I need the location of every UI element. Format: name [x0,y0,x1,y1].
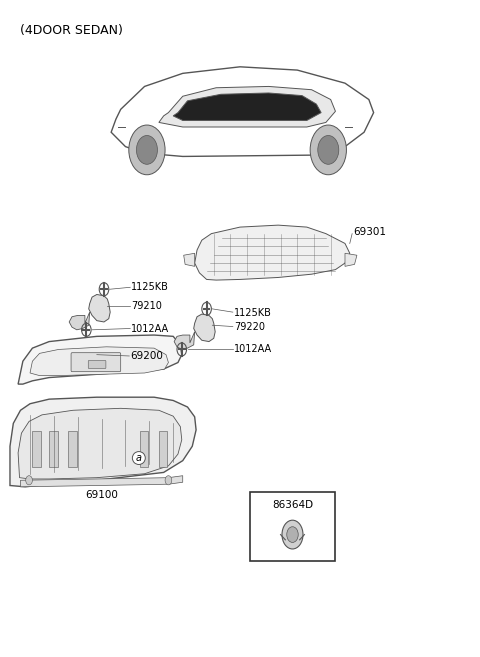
Polygon shape [345,253,357,266]
Polygon shape [30,347,168,376]
Bar [68,431,77,467]
Bar [33,431,41,467]
Bar [140,431,148,467]
Text: 86364D: 86364D [272,500,313,510]
Polygon shape [174,332,195,350]
Polygon shape [18,335,182,384]
Text: 1012AA: 1012AA [234,344,272,354]
Text: 69100: 69100 [85,490,118,500]
Text: 69200: 69200 [130,351,163,361]
Bar [159,431,168,467]
Polygon shape [18,408,182,479]
Polygon shape [21,476,183,487]
FancyBboxPatch shape [71,353,120,372]
Polygon shape [10,397,196,487]
Polygon shape [195,225,350,280]
Text: 1125KB: 1125KB [234,307,272,318]
Text: (4DOOR SEDAN): (4DOOR SEDAN) [21,24,123,37]
Text: 1012AA: 1012AA [131,323,169,334]
Polygon shape [69,312,90,330]
Text: a: a [136,453,142,463]
Text: 79220: 79220 [234,321,265,332]
Circle shape [282,520,303,549]
Text: 1125KB: 1125KB [131,283,169,292]
Polygon shape [89,294,110,322]
Circle shape [26,476,33,485]
Circle shape [318,135,339,164]
Text: 69301: 69301 [354,227,386,237]
Text: 79210: 79210 [131,301,162,311]
Circle shape [287,527,298,543]
Circle shape [136,135,157,164]
Polygon shape [194,314,215,342]
FancyBboxPatch shape [88,361,106,369]
Bar [49,431,58,467]
FancyBboxPatch shape [250,492,336,560]
Circle shape [129,125,165,175]
Polygon shape [173,93,321,120]
Polygon shape [159,87,336,127]
Circle shape [165,476,172,485]
Circle shape [310,125,347,175]
Polygon shape [184,253,195,266]
